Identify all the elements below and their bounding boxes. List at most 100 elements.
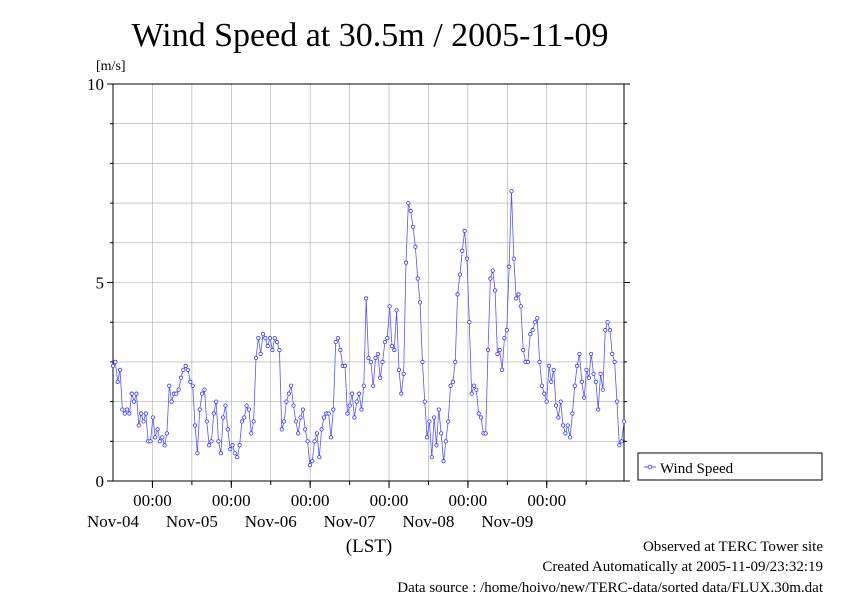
data-point [366,355,371,361]
data-point [443,439,448,444]
data-point [124,407,130,412]
data-point [539,383,545,388]
y-tick-label: 0 [96,472,105,491]
data-point [492,288,498,293]
data-point [319,427,324,432]
data-point [274,339,280,345]
data-point [296,431,301,436]
data-point [469,391,474,396]
data-point [467,320,472,325]
data-point [399,391,404,396]
wind-speed-series-points [110,189,627,468]
data-point [563,431,568,436]
grid-lines [113,84,624,481]
data-point [495,351,500,357]
data-point [312,439,317,444]
data-point [570,411,575,416]
data-point [110,363,116,368]
data-point [429,455,434,460]
data-point [605,320,610,325]
data-point [235,455,240,460]
footer-data-source: Data source : /home/hoivo/new/TERC-data/… [397,580,824,595]
data-point [589,351,594,357]
data-point [401,371,406,376]
data-point [190,383,195,388]
data-point [139,411,144,416]
x-tick-label-time: 00:00 [212,491,251,510]
x-tick-label-time: 00:00 [370,491,409,510]
data-point [612,359,617,364]
data-point [558,399,563,404]
data-point [209,439,214,444]
data-point [420,359,425,364]
data-point [553,403,559,408]
data-point [141,419,146,424]
data-point [155,427,160,432]
data-point [488,276,493,281]
data-point [359,407,364,412]
data-point [230,443,235,448]
data-point [364,296,369,301]
data-point [546,363,552,368]
data-point [385,335,390,341]
data-point [239,419,245,424]
data-point [113,359,118,364]
data-point [551,367,556,372]
data-point [321,415,327,420]
data-point [307,463,312,468]
data-point [413,244,418,249]
data-point [223,403,228,408]
y-tick-label: 10 [87,75,104,94]
data-point [610,351,615,357]
data-point [160,435,165,440]
data-point [218,451,223,456]
data-point [577,351,582,357]
data-point [410,224,416,230]
data-point [263,335,268,341]
data-point [211,411,216,416]
data-point [225,427,230,432]
data-point [143,411,148,416]
data-point [617,443,622,448]
data-point [167,383,172,388]
data-point [199,391,205,396]
legend-box [637,452,823,481]
data-point [314,431,320,436]
data-point [300,407,305,412]
data-point [216,439,221,444]
data-point [328,435,334,440]
data-point [544,399,549,404]
data-point [267,335,273,341]
data-point [406,201,411,206]
x-tick-label-date: Nov-05 [166,512,218,531]
data-point [178,375,184,380]
data-point [342,363,348,368]
data-point [375,351,380,357]
data-point [502,335,507,341]
data-point [457,272,463,277]
data-point [293,419,298,424]
data-point [373,355,378,361]
data-point [317,455,322,460]
data-point [427,419,432,424]
data-point [614,399,620,404]
data-point [446,419,451,424]
data-point [598,371,603,376]
data-point [535,316,540,321]
data-point [530,328,535,333]
data-point [424,435,430,440]
data-point [310,459,315,464]
data-point [249,431,254,436]
data-point [453,359,458,364]
data-point [450,379,455,384]
data-point [256,335,261,341]
data-point [129,391,134,396]
data-point [204,419,209,424]
data-point [228,447,233,452]
data-point [207,443,212,448]
data-point [432,415,437,420]
data-point [575,363,580,368]
data-point [246,407,252,412]
data-point [514,296,519,301]
data-point [603,328,608,333]
